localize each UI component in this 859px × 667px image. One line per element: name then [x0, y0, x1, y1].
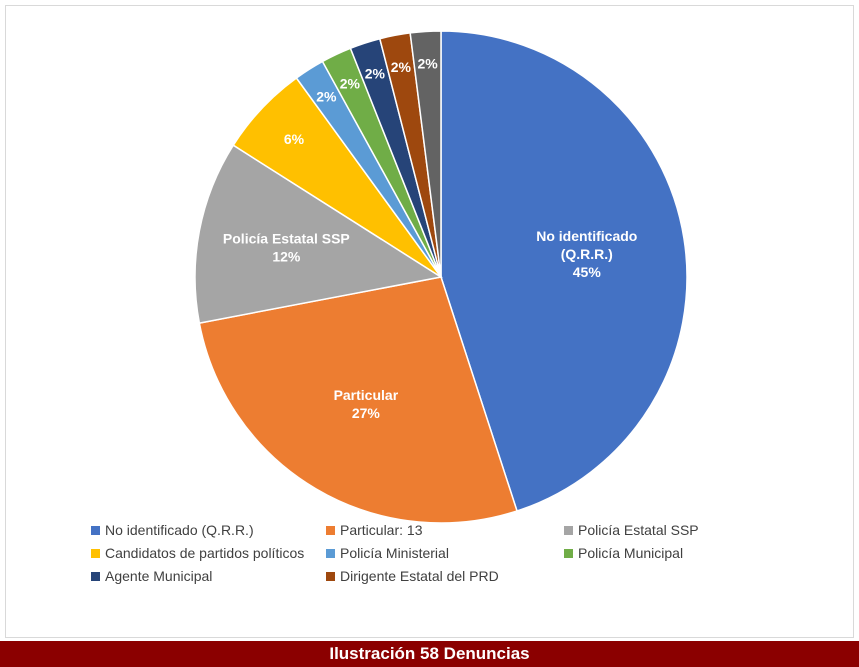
legend-item: Policía Estatal SSP	[564, 522, 699, 538]
legend-swatch	[564, 525, 573, 535]
legend-item: Agente Municipal	[91, 568, 212, 584]
legend-item: Dirigente Estatal del PRD	[326, 568, 499, 584]
figure-caption: Ilustración 58 Denuncias	[329, 644, 530, 663]
slice-data-label: Policía Estatal SSP 12%	[223, 230, 350, 264]
pie-slice	[198, 276, 518, 524]
pie-slice	[194, 144, 444, 324]
legend-label: No identificado (Q.R.R.)	[105, 522, 254, 538]
pie-chart: No identificado (Q.R.R.) 45% Particular 27% P…	[194, 30, 688, 524]
slice-data-label: 2%	[391, 59, 412, 75]
pie-slice	[440, 30, 688, 512]
legend-swatch	[326, 571, 335, 581]
legend-item: Policía Municipal	[564, 545, 683, 561]
legend-swatch	[326, 548, 335, 558]
slice-data-label: No identificado (Q.R.R.) 45%	[536, 228, 637, 280]
legend-label: Candidatos de partidos políticos	[105, 545, 305, 561]
legend-label: Policía Estatal SSP	[578, 522, 699, 538]
legend-label: Policía Ministerial	[340, 545, 449, 561]
legend-swatch	[564, 548, 573, 558]
legend-swatch	[91, 525, 100, 535]
legend-item: No identificado (Q.R.R.)	[91, 522, 254, 538]
slice-data-label: 2%	[340, 75, 361, 91]
slice-data-label: 2%	[316, 88, 337, 104]
caption-bar: Ilustración 58 Denuncias	[0, 641, 859, 667]
legend-swatch	[91, 571, 100, 581]
slice-data-label: 6%	[284, 131, 305, 147]
slice-data-label: Particular 27%	[334, 387, 399, 421]
legend-item: Particular: 13	[326, 522, 422, 538]
legend-label: Dirigente Estatal del PRD	[340, 568, 499, 584]
legend-label: Agente Municipal	[105, 568, 213, 584]
slice-data-label: 2%	[417, 55, 438, 71]
legend-label: Particular: 13	[340, 522, 423, 538]
chart-frame: No identificado (Q.R.R.) 45% Particular 27% P…	[5, 5, 854, 638]
legend-swatch	[91, 548, 100, 558]
legend-item: Candidatos de partidos políticos	[91, 545, 304, 561]
pie-slice	[409, 30, 442, 278]
legend-swatch	[326, 525, 335, 535]
legend-label: Policía Municipal	[578, 545, 684, 561]
legend-item: Policía Ministerial	[326, 545, 449, 561]
slice-data-label: 2%	[365, 65, 386, 81]
